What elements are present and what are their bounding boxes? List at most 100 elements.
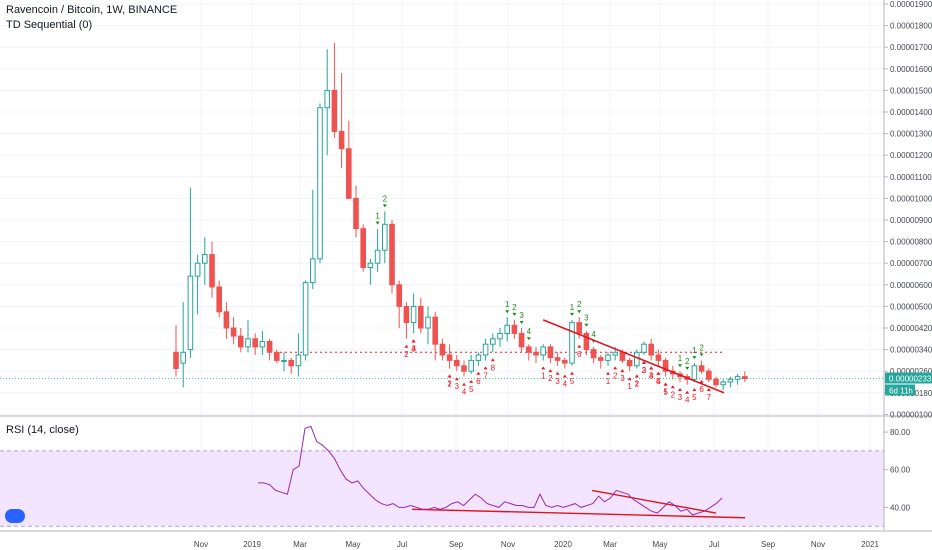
time-tick-label: Nov (194, 540, 208, 549)
td-buy-arrow (678, 388, 682, 391)
td-buy-arrow (627, 377, 632, 381)
rsi-axis[interactable]: 80.00 60.00 40.00 (884, 428, 911, 512)
candle-body (497, 332, 503, 340)
rsi-overbought-oversold-band (0, 450, 884, 527)
candle-body (706, 370, 712, 380)
candle-body (202, 254, 208, 264)
td-sell-arrow (512, 312, 517, 316)
candle-body (310, 258, 316, 284)
rsi-tick-label: 80.00 (890, 428, 911, 437)
price-tick-label: 0.00000260 (890, 367, 932, 376)
td-buy-count: 1 (663, 388, 668, 397)
time-tick-label: Jul (397, 540, 407, 549)
td-sell-arrow (526, 337, 531, 341)
candle-body (734, 376, 741, 380)
td-buy-arrow (570, 371, 574, 375)
td-buy-arrow (454, 377, 459, 381)
candle-body (518, 332, 525, 348)
rsi-series-line (258, 425, 723, 516)
time-tick-label: Mar (603, 540, 617, 549)
candle-body (547, 346, 554, 359)
td-sell-count: 1 (692, 346, 697, 355)
rsi-falling-trendline (591, 489, 717, 514)
candle-body (590, 349, 597, 359)
time-tick-label: Sep (761, 540, 776, 549)
td-buy-arrow (663, 382, 668, 386)
trend-lines[interactable] (411, 319, 746, 519)
td-buy-count: 2 (548, 374, 553, 383)
candle-body (713, 378, 719, 386)
candle-body (727, 378, 734, 383)
price-tick-label: 0.00000800 (890, 238, 932, 247)
candle-body (432, 316, 438, 345)
td-buy-arrow (620, 369, 625, 373)
time-tick-label: 2021 (861, 540, 879, 549)
price-tick-label: 0.00000500 (890, 302, 932, 311)
candle-body (691, 365, 698, 380)
candle-body (475, 354, 482, 361)
td-buy-arrow (490, 358, 495, 362)
td-buy-count: 7 (483, 371, 488, 380)
td-buy-count: 7 (707, 393, 712, 402)
reference-lines (0, 351, 884, 379)
candle-body (504, 324, 510, 334)
time-tick-label: May (652, 540, 667, 549)
price-tick-label: 0.00001600 (890, 65, 932, 74)
td-buy-count: 4 (462, 388, 467, 397)
td-buy-arrow (548, 369, 553, 373)
td-buy-arrow (404, 344, 409, 348)
td-buy-count: 1 (447, 380, 452, 389)
candle-body (403, 305, 410, 324)
td-sell-count: 4 (527, 327, 532, 336)
rsi-line (258, 425, 723, 516)
td-buy-count: 2 (635, 380, 640, 389)
rsi-legend[interactable]: RSI (14, close) (6, 424, 79, 436)
price-tick-label: 0.00001900 (890, 0, 932, 9)
rsi-tick-label: 40.00 (890, 503, 911, 512)
tradingview-logo-icon[interactable] (5, 509, 25, 523)
candles[interactable] (173, 42, 748, 391)
td-buy-arrow (447, 374, 452, 378)
grid-lines (0, 0, 884, 530)
candle-body (742, 376, 748, 379)
time-tick-label: May (345, 540, 360, 549)
td-buy-count: 2 (642, 366, 647, 375)
candle-body (389, 223, 395, 286)
time-tick-label: Sep (449, 540, 464, 549)
td-buy-arrow (706, 388, 711, 391)
price-tick-label: 0.00001300 (890, 130, 932, 139)
candle-body (353, 197, 359, 230)
td-buy-count: 3 (411, 344, 416, 353)
price-tick-label: 0.00000700 (890, 259, 932, 268)
td-buy-count: 2 (671, 390, 676, 399)
candle-body (490, 338, 496, 345)
price-tick-label: 0.00000420 (890, 324, 932, 333)
td-buy-arrow (670, 385, 675, 389)
price-tick-label: 0.00001100 (890, 173, 932, 182)
symbol-legend[interactable]: Ravencoin / Bitcoin, 1W, BINANCE (6, 4, 178, 16)
candle-body (641, 343, 647, 353)
price-tick-label: 0.00001200 (890, 151, 932, 160)
td-buy-count: 4 (411, 344, 416, 353)
candle-body (540, 346, 547, 356)
td-buy-count: 2 (404, 350, 409, 359)
td-sell-count: 2 (383, 194, 388, 203)
indicator-legend[interactable]: TD Sequential (0) (6, 19, 93, 31)
time-axis[interactable]: Nov 2019 Mar May Jul Sep Nov 2020 Mar May Jul Sep No… (194, 540, 880, 549)
candle-body (288, 359, 294, 367)
price-axis[interactable]: 0.00001900 0.00001800 0.00001700 0.00001600… (884, 0, 932, 419)
candle-body (569, 322, 575, 364)
td-sell-count: 3 (584, 314, 589, 323)
candle-body (180, 351, 186, 364)
candle-body (324, 89, 330, 109)
td-buy-arrow (462, 382, 466, 386)
candle-body (194, 262, 201, 277)
price-tick-label: 0.00000100 (890, 410, 932, 419)
td-buy-arrow (685, 390, 690, 394)
td-sell-count: 3 (519, 311, 524, 320)
candle-body (655, 354, 662, 361)
candle-body (295, 354, 302, 367)
rsi-support-trendline (411, 508, 746, 519)
